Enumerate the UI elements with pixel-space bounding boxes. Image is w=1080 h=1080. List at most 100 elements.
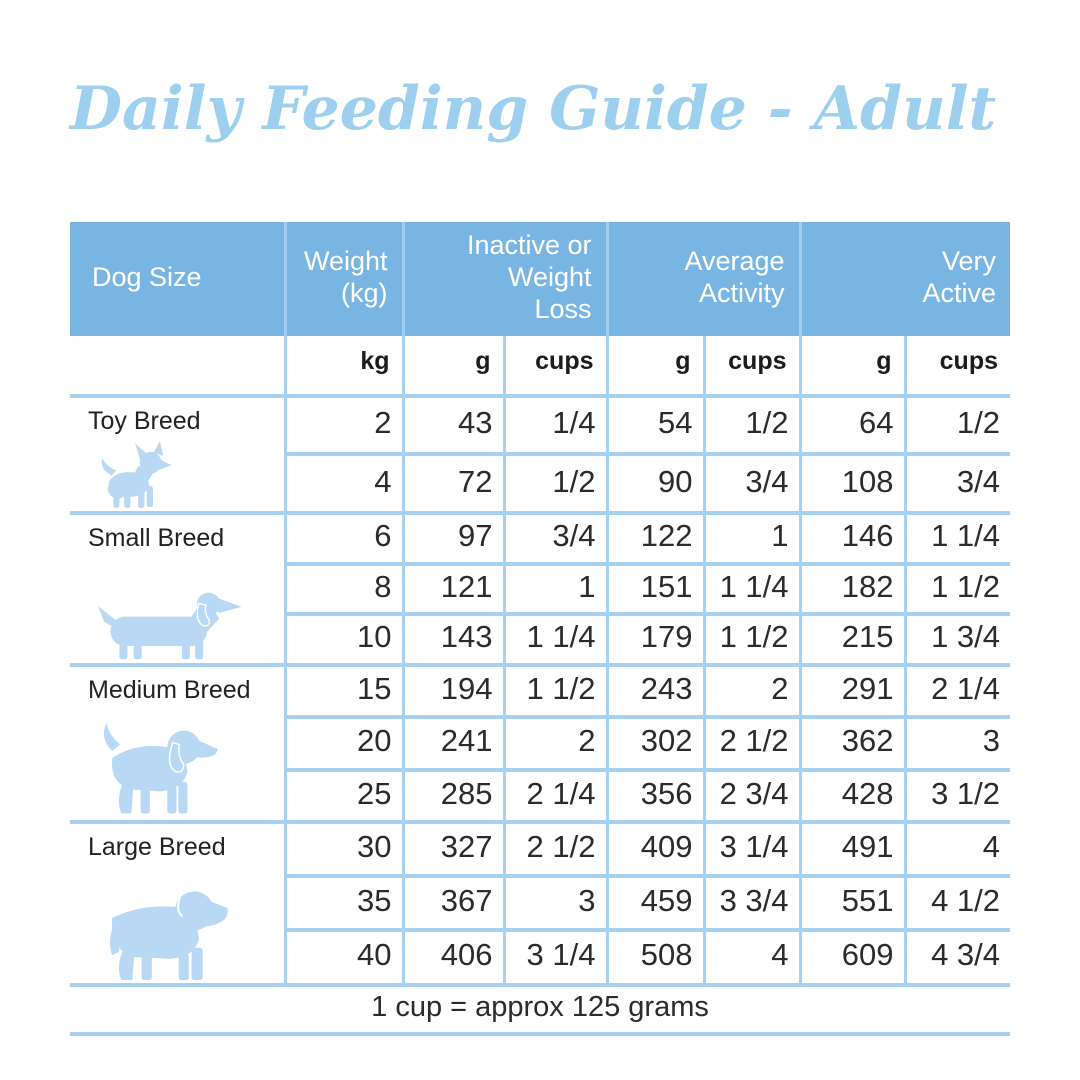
cell-very-active-cups: 1 1/4 [903,511,1011,564]
cell-weight-kg: 20 [285,715,403,770]
cell-inactive-g: 97 [401,511,504,564]
cell-very-active-g: 428 [798,767,906,823]
cell-average-g: 90 [605,452,704,514]
cell-very-active-cups: 4 1/2 [903,874,1011,931]
breed-group-small: Small Breed [70,511,1011,665]
cell-very-active-cups: 3 1/2 [903,767,1011,823]
cell-very-active-cups: 1 3/4 [903,612,1011,665]
table-footer: 1 cup = approx 125 grams [70,982,1011,1036]
cell-very-active-g: 491 [798,820,906,877]
table-row: 10 143 1 1/4 179 1 1/2 215 1 3/4 [70,612,1011,665]
beagle-icon [90,714,280,820]
cell-average-cups: 3/4 [702,452,801,514]
breed-cell-medium: Medium Breed [70,662,287,823]
cell-very-active-cups: 1/2 [903,393,1011,455]
table-row: Toy Breed [70,393,1011,514]
breed-label: Large Breed [88,833,226,862]
cell-very-active-cups: 2 1/4 [903,662,1011,718]
units-empty-cell [70,335,285,396]
cell-weight-kg: 30 [285,820,403,877]
cell-average-g: 179 [605,612,704,665]
feeding-table: Dog Size Weight (kg) Inactive or Weight … [70,222,1011,1036]
cell-average-cups: 1/2 [702,393,801,455]
cell-inactive-cups: 1/4 [502,393,607,455]
cell-inactive-g: 285 [401,767,504,823]
breed-label: Small Breed [88,524,225,553]
table-row: Small Breed [70,511,1011,665]
cell-very-active-g: 291 [798,662,906,718]
cell-average-cups: 2 1/2 [702,715,801,770]
cell-average-cups: 3 3/4 [702,874,801,931]
breed-label: Medium Breed [88,675,251,704]
table-row: 4 72 1/2 90 3/4 108 3/4 [70,452,1011,514]
cell-inactive-g: 367 [401,874,504,931]
footnote-row: 1 cup = approx 125 grams [70,982,1011,1036]
cell-average-g: 508 [605,928,704,985]
unit-g: g [605,335,704,396]
cell-inactive-g: 241 [401,715,504,770]
chihuahua-icon [96,441,280,511]
table-row: 20 241 2 302 2 1/2 362 3 [70,715,1011,770]
cell-very-active-g: 609 [798,928,906,985]
dachshund-icon [96,581,280,663]
cell-inactive-g: 327 [401,820,504,877]
cell-inactive-cups: 2 1/4 [502,767,607,823]
cell-very-active-g: 108 [798,452,906,514]
cell-very-active-g: 64 [798,393,906,455]
cell-inactive-cups: 1 1/4 [502,612,607,665]
cell-average-g: 409 [605,820,704,877]
header-weight: Weight (kg) [283,222,403,336]
page-title: Daily Feeding Guide - Adult [70,74,997,144]
cell-inactive-cups: 2 [502,715,607,770]
breed-cell-toy: Toy Breed [70,393,287,514]
cell-inactive-cups: 3/4 [502,511,607,564]
breed-group-toy: Toy Breed [70,393,1011,514]
breed-group-medium: Medium Breed [70,662,1011,823]
table-header: Dog Size Weight (kg) Inactive or Weight … [70,222,1011,396]
footnote: 1 cup = approx 125 grams [70,982,1011,1036]
cell-weight-kg: 2 [285,393,403,455]
cell-inactive-cups: 2 1/2 [502,820,607,877]
cell-weight-kg: 35 [285,874,403,931]
cell-average-cups: 1 [702,511,801,564]
cell-average-g: 243 [605,662,704,718]
mastiff-icon [88,870,280,983]
cell-weight-kg: 8 [285,561,403,615]
cell-inactive-g: 194 [401,662,504,718]
cell-weight-kg: 10 [285,612,403,665]
unit-cups: cups [502,335,607,396]
cell-very-active-cups: 4 [903,820,1011,877]
cell-inactive-cups: 3 [502,874,607,931]
cell-very-active-g: 362 [798,715,906,770]
cell-very-active-cups: 3/4 [903,452,1011,514]
cell-inactive-cups: 3 1/4 [502,928,607,985]
header-band-row: Dog Size Weight (kg) Inactive or Weight … [70,222,1011,336]
cell-weight-kg: 4 [285,452,403,514]
breed-group-large: Large Breed [70,820,1011,985]
cell-average-g: 54 [605,393,704,455]
cell-inactive-cups: 1 1/2 [502,662,607,718]
cell-weight-kg: 6 [285,511,403,564]
cell-inactive-g: 43 [401,393,504,455]
cell-average-g: 356 [605,767,704,823]
table-row: 40 406 3 1/4 508 4 609 4 3/4 [70,928,1011,985]
cell-very-active-cups: 1 1/2 [903,561,1011,615]
cell-inactive-g: 72 [401,452,504,514]
table-row: Medium Breed [70,662,1011,823]
cell-very-active-g: 215 [798,612,906,665]
unit-g: g [798,335,906,396]
cell-weight-kg: 15 [285,662,403,718]
cell-average-cups: 1 1/4 [702,561,801,615]
breed-cell-large: Large Breed [70,820,287,985]
cell-very-active-g: 146 [798,511,906,564]
cell-average-g: 459 [605,874,704,931]
cell-average-cups: 2 3/4 [702,767,801,823]
table-row: Large Breed [70,820,1011,985]
cell-very-active-cups: 4 3/4 [903,928,1011,985]
cell-very-active-cups: 3 [903,715,1011,770]
cell-average-cups: 4 [702,928,801,985]
cell-inactive-g: 406 [401,928,504,985]
cell-average-cups: 1 1/2 [702,612,801,665]
cell-average-g: 151 [605,561,704,615]
